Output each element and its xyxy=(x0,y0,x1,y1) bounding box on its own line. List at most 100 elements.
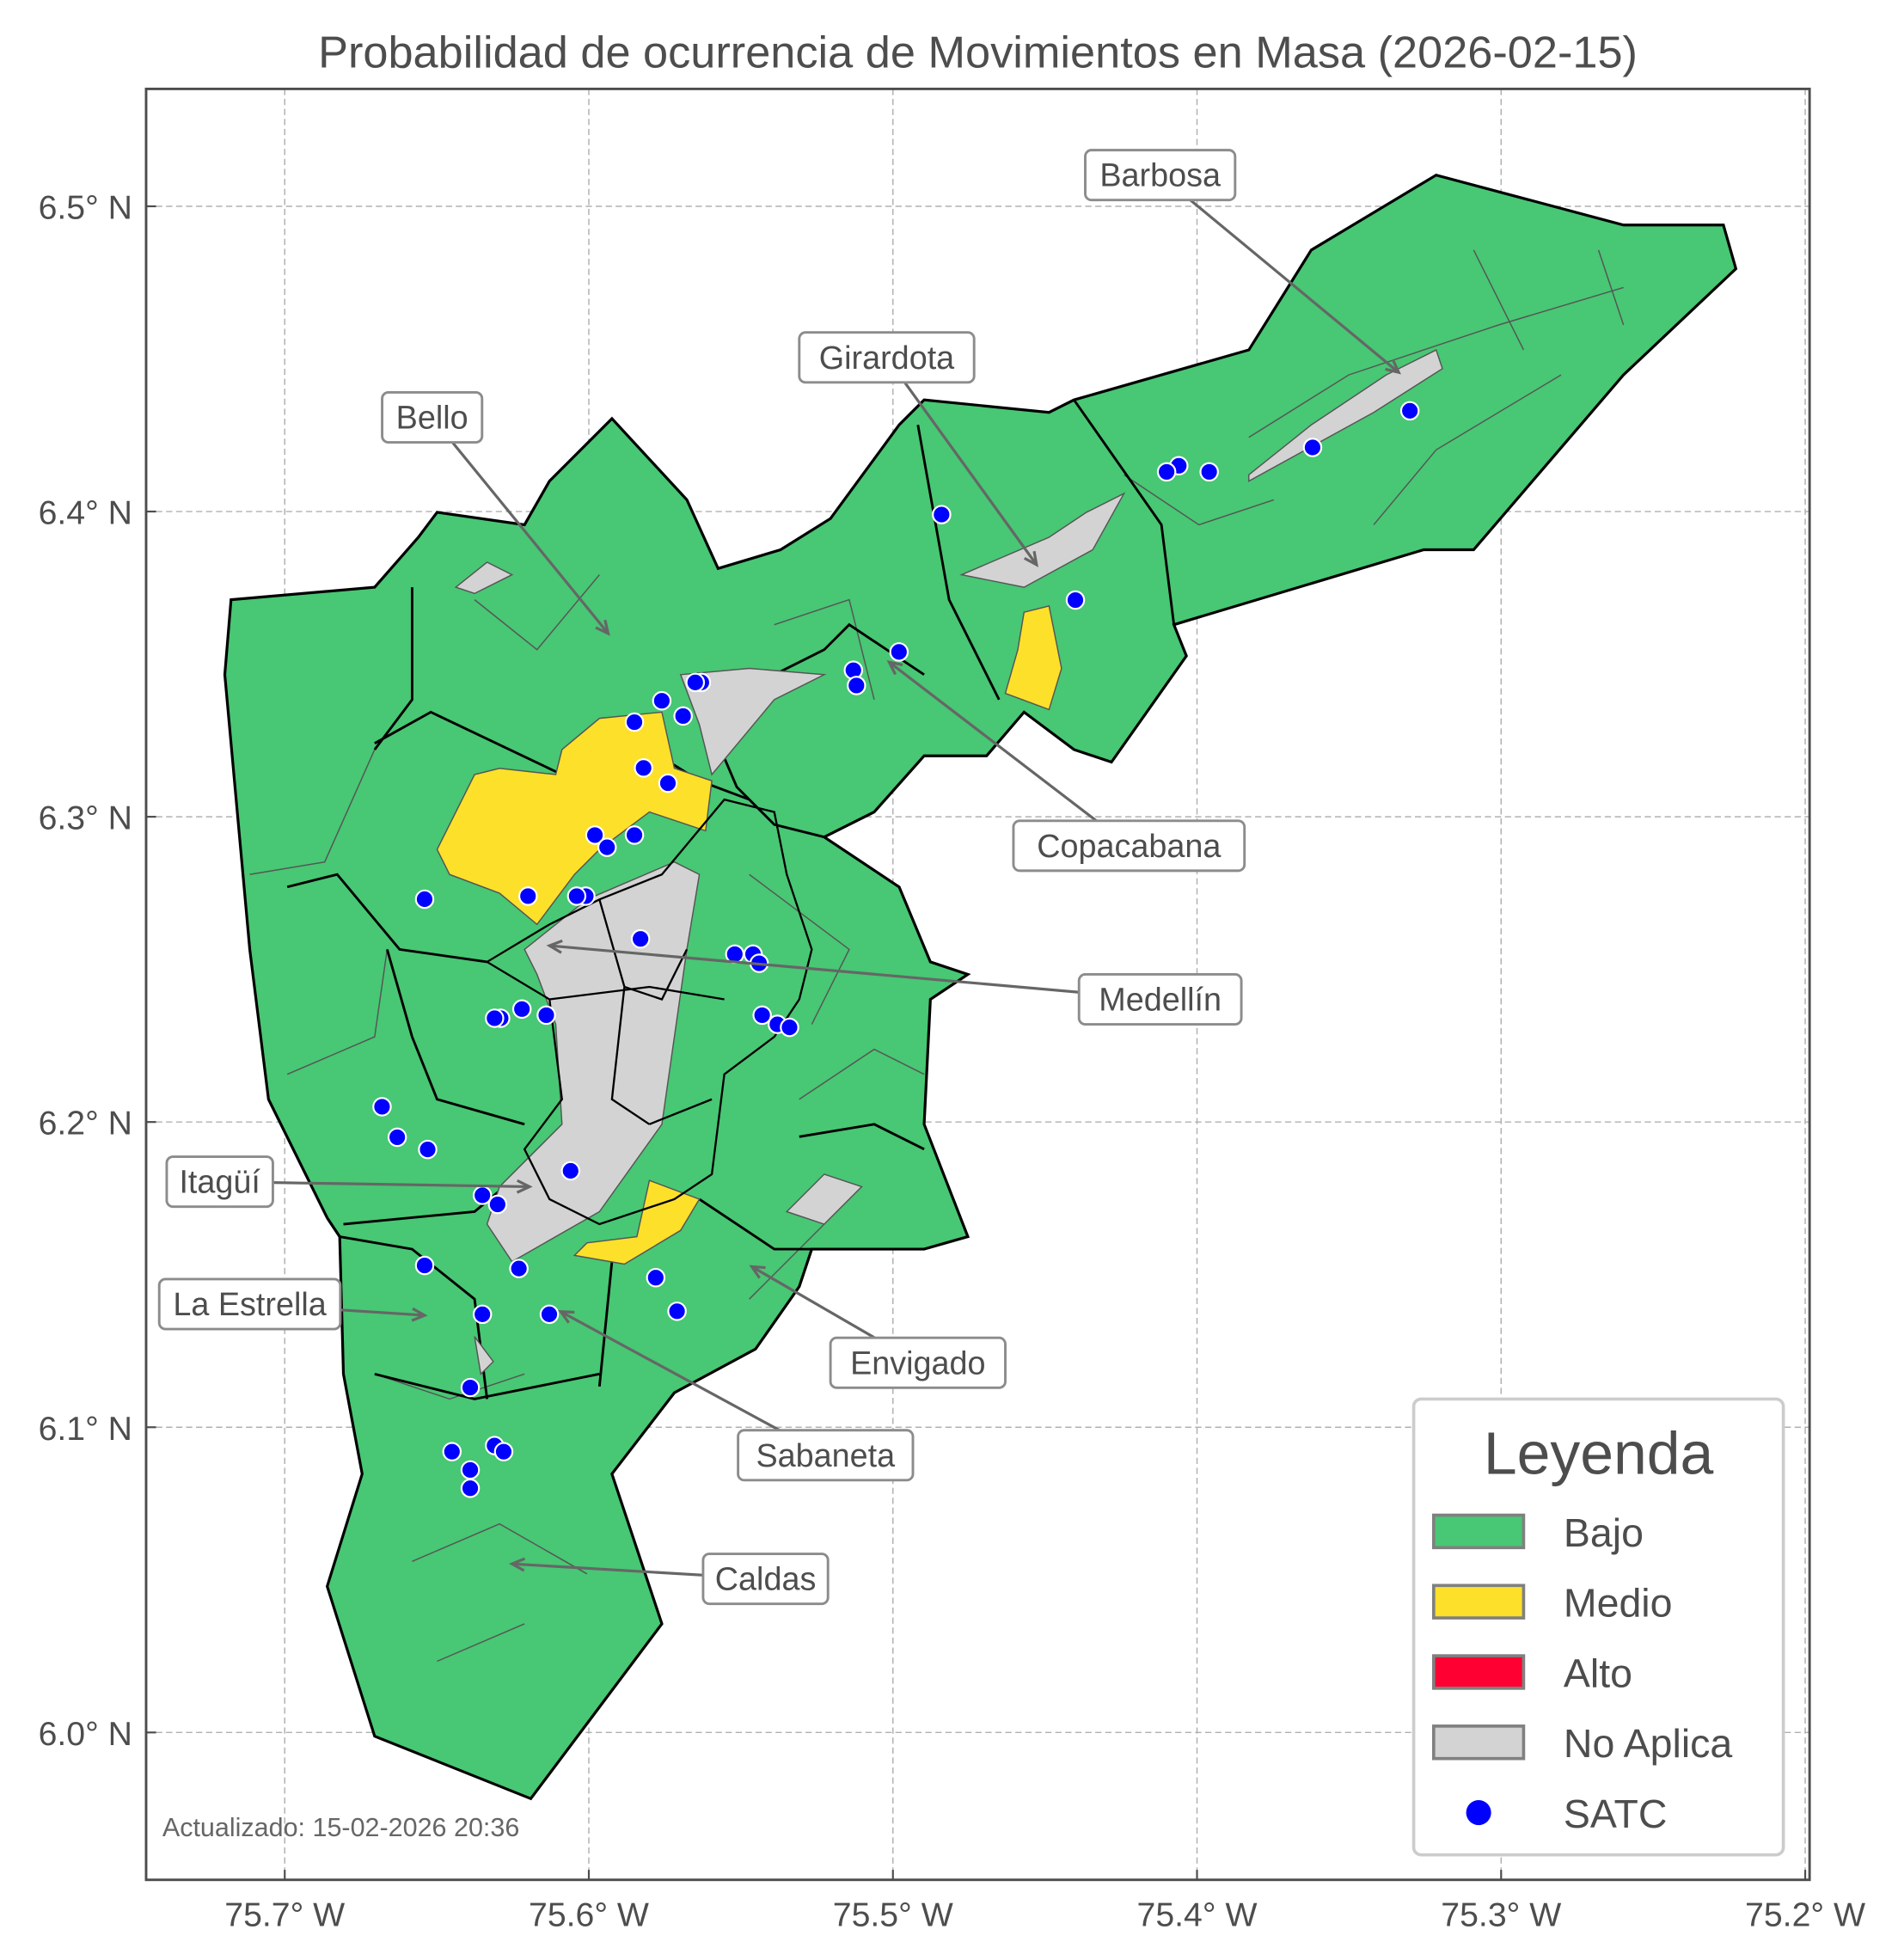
satc-point xyxy=(460,1479,481,1498)
annotation-box xyxy=(798,331,976,384)
arrow-head-icon xyxy=(558,1309,575,1324)
tick-label-y: 6.5° N xyxy=(39,189,132,227)
region-medio xyxy=(436,604,1062,1265)
satc-point xyxy=(1302,438,1323,457)
satc-point xyxy=(487,1194,508,1215)
tick-label-x: 75.5° W xyxy=(833,1896,953,1934)
legend: Leyenda Bajo Medio Alto No Aplica SATC xyxy=(1411,1397,1785,1857)
satc-point xyxy=(539,1304,560,1325)
municipality-annotations: Barbosa Girardota Bello Copacabana Medellín I… xyxy=(157,149,1401,1606)
satc-point xyxy=(585,825,605,845)
legend-label: SATC xyxy=(1564,1792,1667,1836)
annotation-label: Sabaneta xyxy=(756,1438,895,1474)
annotation-barbosa: Barbosa xyxy=(1084,149,1401,375)
legend-label: Alto xyxy=(1564,1651,1632,1695)
legend-marker xyxy=(1466,1800,1491,1826)
tick-label-y: 6.3° N xyxy=(39,799,132,837)
satc-point xyxy=(414,1255,435,1276)
annotation-arrow xyxy=(885,356,1038,566)
legend-swatch xyxy=(1432,1654,1526,1690)
annotation-label: Barbosa xyxy=(1099,158,1221,194)
arrow-head-icon xyxy=(411,1307,428,1322)
annotation-copacabana: Copacabana xyxy=(886,660,1246,873)
legend-swatch xyxy=(1432,1583,1526,1620)
satc-point xyxy=(597,837,617,857)
annotation-box xyxy=(165,1155,274,1209)
satc-point xyxy=(624,825,645,845)
tick-label-x: 75.7° W xyxy=(224,1896,345,1934)
tick-label-x: 75.6° W xyxy=(529,1896,649,1934)
satc-point xyxy=(472,1304,493,1325)
legend-label: Bajo xyxy=(1564,1510,1644,1555)
plot-frame xyxy=(144,87,1811,1882)
satc-point xyxy=(418,1139,438,1160)
satc-point xyxy=(517,886,538,906)
annotation-label: Copacabana xyxy=(1037,829,1221,865)
annotation-box xyxy=(1084,149,1237,202)
satc-point xyxy=(847,676,866,695)
legend-item-no-aplica: No Aplica xyxy=(1432,1721,1732,1766)
annotation-label: Envigado xyxy=(850,1345,985,1381)
legend-item-bajo: Bajo xyxy=(1432,1510,1644,1555)
satc-point xyxy=(460,1377,481,1398)
annotation-box xyxy=(1012,819,1246,873)
satc-point xyxy=(442,1442,462,1461)
arrow-head-icon xyxy=(1385,359,1401,375)
satc-point xyxy=(889,642,909,662)
satc-point xyxy=(560,1161,581,1181)
tick-label-y: 6.2° N xyxy=(39,1105,132,1142)
risk-regions xyxy=(223,173,1738,1801)
annotation-box xyxy=(1077,973,1243,1026)
annotation-label: Caldas xyxy=(715,1562,817,1598)
annotation-medellín: Medellín xyxy=(546,939,1243,1026)
satc-point xyxy=(752,1005,772,1026)
sub-boundaries xyxy=(249,249,1625,1663)
updated-timestamp: Actualizado: 15-02-2026 20:36 xyxy=(162,1813,519,1842)
arrow-head-icon xyxy=(749,1265,766,1279)
satc-points xyxy=(372,401,1420,1498)
satc-point xyxy=(652,690,672,711)
satc-point xyxy=(630,928,651,949)
satc-point xyxy=(536,1005,556,1026)
arrow-head-icon xyxy=(1024,550,1038,567)
annotation-envigado: Envigado xyxy=(749,1265,1007,1389)
satc-point xyxy=(1156,462,1177,482)
annotation-sabaneta: Sabaneta xyxy=(558,1309,915,1482)
satc-point xyxy=(1065,590,1086,610)
map-title: Probabilidad de ocurrencia de Movimiento… xyxy=(318,28,1638,78)
satc-point xyxy=(414,889,435,910)
axis-ticks: 75.7° W 75.6° W 75.5° W 75.4° W 75.3° W 75.2°… xyxy=(39,189,1865,1934)
satc-point xyxy=(673,706,693,726)
annotation-label: Girardota xyxy=(819,340,954,377)
region-no-aplica xyxy=(454,349,1443,1375)
tick-label-x: 75.2° W xyxy=(1745,1896,1865,1934)
arrow-head-icon xyxy=(508,1557,526,1572)
legend-swatch xyxy=(1432,1724,1526,1761)
satc-point xyxy=(566,886,587,906)
tick-label-x: 75.3° W xyxy=(1441,1896,1561,1934)
legend-title: Leyenda xyxy=(1484,1420,1714,1487)
annotation-label: La Estrella xyxy=(173,1287,326,1323)
annotation-arrow xyxy=(549,944,1160,1001)
satc-point xyxy=(780,1017,799,1038)
satc-point xyxy=(372,1097,392,1117)
satc-point xyxy=(1399,401,1420,421)
annotation-girardota: Girardota xyxy=(798,331,1038,567)
legend-item-satc: SATC xyxy=(1466,1792,1667,1836)
annotation-arrow xyxy=(431,416,609,634)
legend-label: No Aplica xyxy=(1564,1721,1732,1766)
annotation-label: Itagüí xyxy=(179,1165,260,1201)
satc-point xyxy=(509,1259,529,1278)
satc-point xyxy=(634,758,653,778)
annotation-bello: Bello xyxy=(381,391,610,636)
tick-label-y: 6.0° N xyxy=(39,1715,132,1753)
tick-label-y: 6.4° N xyxy=(39,494,132,532)
tick-label-x: 75.4° W xyxy=(1137,1896,1258,1934)
annotation-la-estrella: La Estrella xyxy=(157,1277,428,1331)
arrow-head-icon xyxy=(516,1179,533,1194)
annotation-box xyxy=(829,1336,1007,1389)
satc-point xyxy=(624,712,645,732)
legend-label: Medio xyxy=(1564,1581,1673,1626)
satc-point xyxy=(485,1008,505,1028)
